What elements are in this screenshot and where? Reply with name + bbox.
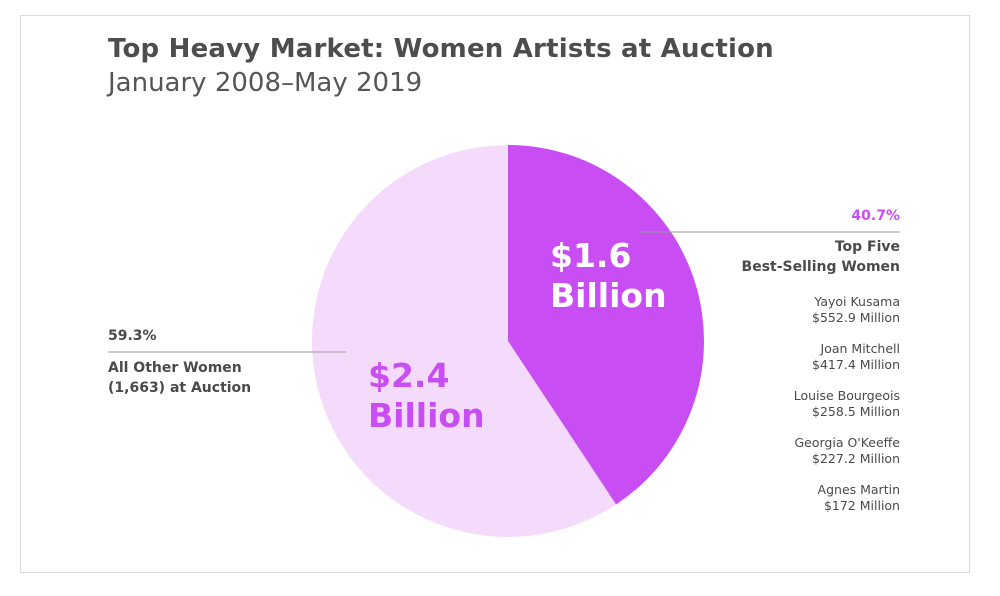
- pie-slice-top-five: [508, 145, 704, 505]
- artist-name: Joan Mitchell: [820, 341, 900, 356]
- artist-sales: $172 Million: [823, 498, 900, 513]
- all-other-percent: 59.3%: [108, 328, 157, 344]
- top-five-artist-list: Yayoi Kusama $552.9 Million Joan Mitchel…: [794, 294, 900, 529]
- pie-slice-all-other-women: [311, 145, 617, 537]
- artist-sales: $417.4 Million: [812, 357, 900, 372]
- artist-entry: Yayoi Kusama $552.9 Million: [794, 294, 900, 326]
- artist-name: Louise Bourgeois: [793, 388, 900, 403]
- artist-entry: Agnes Martin $172 Million: [794, 482, 900, 514]
- top-five-group-label: Top Five Best-Selling Women: [741, 239, 900, 275]
- artist-sales: $227.2 Million: [812, 451, 900, 466]
- chart-title: Top Heavy Market: Women Artists at Aucti…: [108, 34, 774, 64]
- artist-sales: $552.9 Million: [812, 310, 900, 325]
- artist-name: Agnes Martin: [817, 482, 900, 497]
- artist-sales: $258.5 Million: [812, 404, 900, 419]
- chart-frame: [20, 15, 970, 573]
- artist-entry: Georgia O'Keeffe $227.2 Million: [794, 435, 900, 467]
- top-five-percent: 40.7%: [851, 208, 900, 224]
- top-five-value-label: $1.6 Billion: [550, 236, 667, 315]
- all-other-value-label: $2.4 Billion: [368, 356, 485, 435]
- all-other-group-label: All Other Women (1,663) at Auction: [108, 360, 252, 396]
- artist-name: Georgia O'Keeffe: [794, 435, 900, 450]
- artist-entry: Louise Bourgeois $258.5 Million: [794, 388, 900, 420]
- artist-name: Yayoi Kusama: [814, 294, 900, 309]
- chart-subtitle: January 2008–May 2019: [108, 68, 423, 98]
- artist-entry: Joan Mitchell $417.4 Million: [794, 341, 900, 373]
